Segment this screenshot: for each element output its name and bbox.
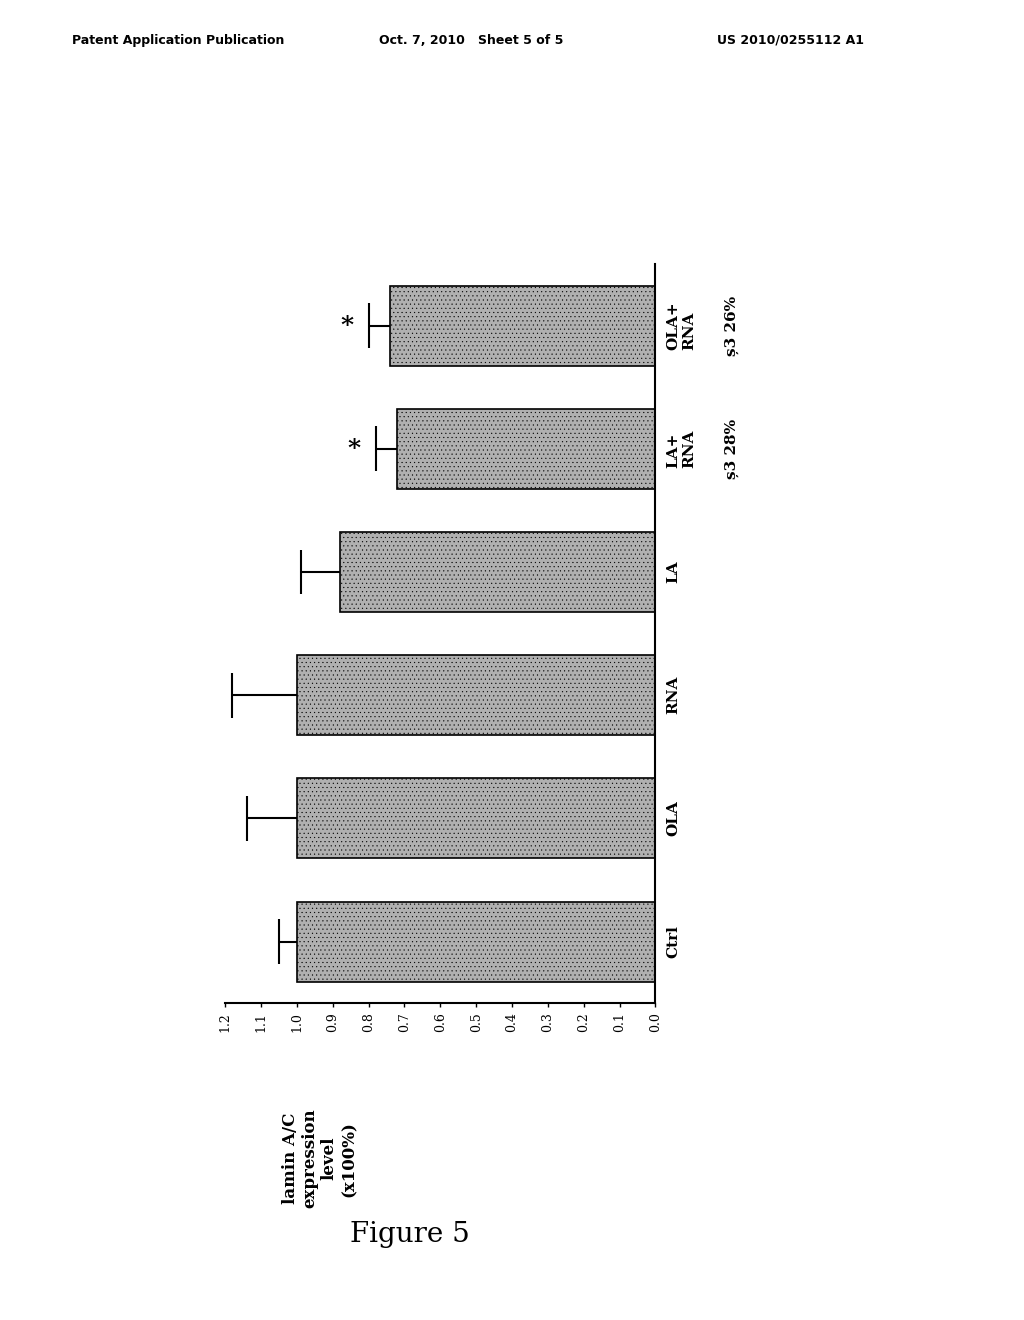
Text: ș3 26%: ș3 26% xyxy=(725,296,739,355)
Text: Oct. 7, 2010   Sheet 5 of 5: Oct. 7, 2010 Sheet 5 of 5 xyxy=(379,33,563,46)
Bar xyxy=(297,779,655,858)
Text: RNA: RNA xyxy=(667,676,681,714)
Bar xyxy=(297,655,655,735)
Text: OLA+
RNA: OLA+ RNA xyxy=(667,301,696,350)
Text: US 2010/0255112 A1: US 2010/0255112 A1 xyxy=(717,33,864,46)
Text: Figure 5: Figure 5 xyxy=(350,1221,469,1247)
Text: ș3 28%: ș3 28% xyxy=(725,418,739,479)
Bar xyxy=(390,285,655,366)
Text: OLA: OLA xyxy=(667,800,681,837)
Bar xyxy=(297,902,655,982)
Text: lamin A/C
expression
level
(x100%): lamin A/C expression level (x100%) xyxy=(282,1109,357,1208)
Bar xyxy=(397,409,655,488)
Text: Patent Application Publication: Patent Application Publication xyxy=(72,33,284,46)
Text: *: * xyxy=(348,437,360,461)
Text: LA: LA xyxy=(667,561,681,583)
Text: LA+
RNA: LA+ RNA xyxy=(667,429,696,469)
Bar xyxy=(340,532,655,612)
Text: Ctrl: Ctrl xyxy=(667,925,681,958)
Text: *: * xyxy=(341,314,353,338)
